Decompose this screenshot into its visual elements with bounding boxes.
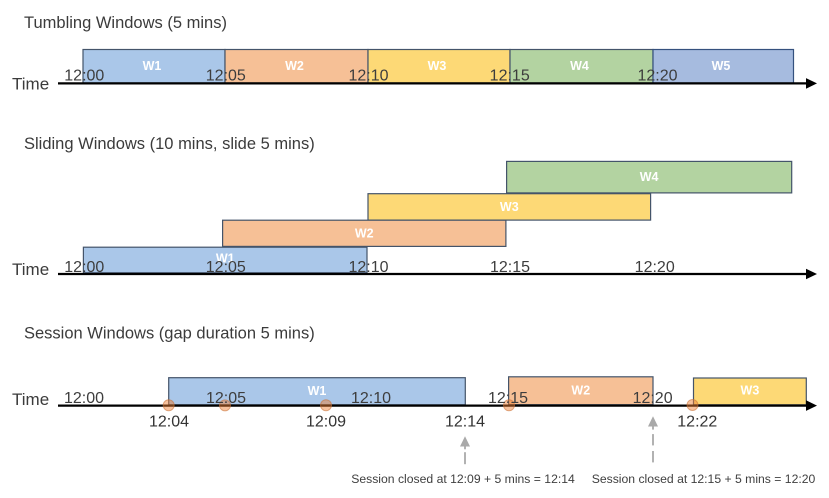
svg-text:12:15: 12:15 bbox=[490, 259, 530, 276]
svg-text:12:05: 12:05 bbox=[206, 259, 246, 276]
svg-text:12:05: 12:05 bbox=[206, 67, 246, 84]
svg-text:Time: Time bbox=[12, 75, 49, 94]
svg-text:W2: W2 bbox=[355, 226, 374, 240]
svg-text:Session Windows (gap duration: Session Windows (gap duration 5 mins) bbox=[24, 325, 315, 343]
svg-text:W2: W2 bbox=[285, 59, 304, 73]
svg-text:12:15: 12:15 bbox=[488, 390, 528, 407]
svg-text:W1: W1 bbox=[143, 59, 162, 73]
svg-text:Session closed at 12:15 + 5 mi: Session closed at 12:15 + 5 mins = 12:20 bbox=[592, 472, 816, 486]
svg-text:12:14: 12:14 bbox=[445, 414, 485, 431]
svg-text:Session closed at 12:09 + 5 mi: Session closed at 12:09 + 5 mins = 12:14 bbox=[351, 472, 575, 486]
svg-text:Time: Time bbox=[12, 390, 49, 409]
svg-text:Sliding Windows (10 mins, slid: Sliding Windows (10 mins, slide 5 mins) bbox=[24, 135, 315, 153]
svg-text:12:09: 12:09 bbox=[306, 414, 346, 431]
svg-text:12:20: 12:20 bbox=[637, 67, 677, 84]
svg-text:W5: W5 bbox=[712, 59, 731, 73]
svg-text:12:10: 12:10 bbox=[351, 390, 391, 407]
svg-text:W1: W1 bbox=[308, 384, 327, 398]
svg-text:12:10: 12:10 bbox=[348, 67, 388, 84]
svg-text:W3: W3 bbox=[741, 384, 760, 398]
svg-text:12:00: 12:00 bbox=[64, 259, 104, 276]
svg-text:12:20: 12:20 bbox=[633, 390, 673, 407]
svg-text:12:15: 12:15 bbox=[490, 67, 530, 84]
svg-text:12:04: 12:04 bbox=[149, 414, 189, 431]
svg-text:W3: W3 bbox=[500, 200, 519, 214]
svg-text:12:10: 12:10 bbox=[348, 259, 388, 276]
svg-text:12:00: 12:00 bbox=[64, 67, 104, 84]
svg-text:12:05: 12:05 bbox=[206, 390, 246, 407]
svg-text:W4: W4 bbox=[570, 59, 589, 73]
svg-text:Tumbling Windows (5 mins): Tumbling Windows (5 mins) bbox=[24, 14, 227, 32]
svg-text:W2: W2 bbox=[571, 384, 590, 398]
svg-text:12:20: 12:20 bbox=[635, 259, 675, 276]
svg-text:W1: W1 bbox=[216, 251, 235, 265]
svg-text:W4: W4 bbox=[640, 170, 659, 184]
svg-text:12:22: 12:22 bbox=[677, 414, 717, 431]
svg-text:12:00: 12:00 bbox=[64, 390, 104, 407]
svg-text:W3: W3 bbox=[428, 59, 447, 73]
svg-text:Time: Time bbox=[12, 260, 49, 279]
